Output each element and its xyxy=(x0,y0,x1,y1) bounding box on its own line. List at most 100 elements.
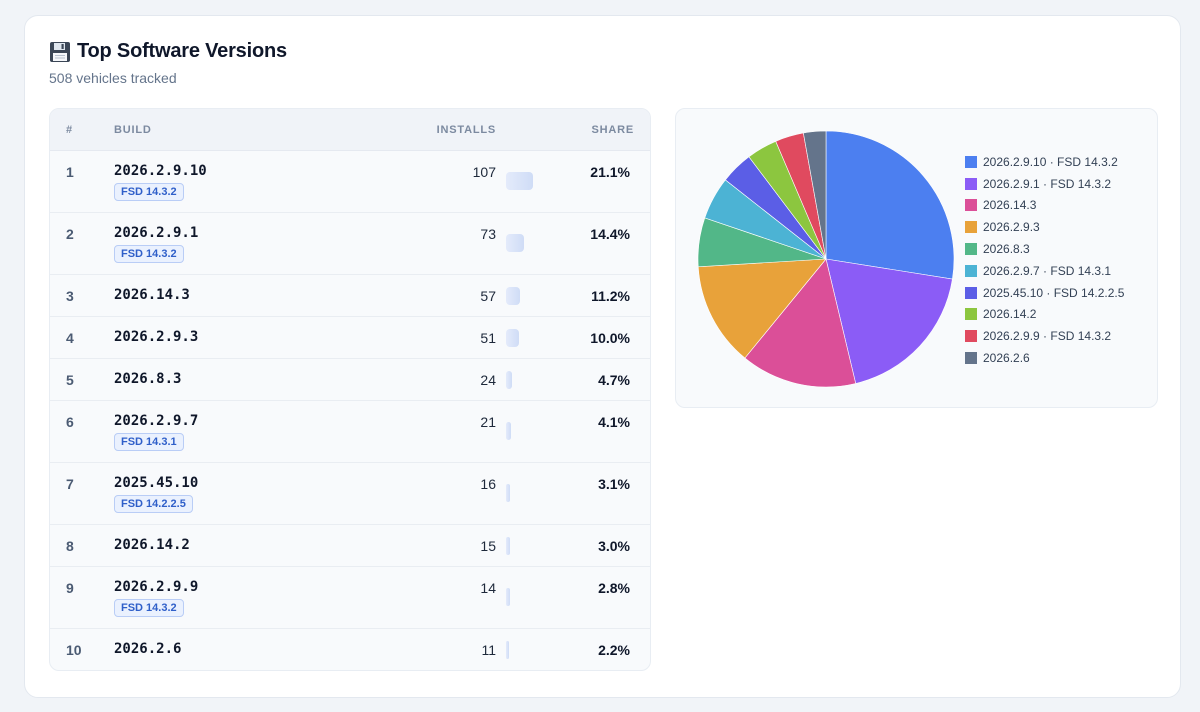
legend-item[interactable]: 2026.2.9.3 xyxy=(965,216,1124,238)
table-row[interactable]: 1 2026.2.9.10 FSD 14.3.2 107 21.1% xyxy=(50,151,650,213)
legend-label: 2026.14.2 xyxy=(983,307,1037,322)
column-header-share[interactable]: SHARE xyxy=(591,124,634,136)
fsd-version-badge: FSD 14.3.2 xyxy=(114,183,184,201)
share-bar xyxy=(506,287,521,305)
legend-swatch xyxy=(965,308,977,321)
pie-chart-svg xyxy=(697,130,955,388)
row-rank: 1 xyxy=(66,164,74,180)
row-rank: 3 xyxy=(66,288,74,304)
legend-label: 2026.2.6 xyxy=(983,351,1030,366)
share-bar xyxy=(506,234,525,252)
legend-item[interactable]: 2026.2.9.1 · FSD 14.3.2 xyxy=(965,173,1124,195)
row-installs: 24 xyxy=(480,372,496,388)
row-build: 2026.2.9.10 xyxy=(114,163,207,179)
fsd-version-badge: FSD 14.2.2.5 xyxy=(114,495,193,513)
legend-swatch xyxy=(965,199,977,212)
table-row[interactable]: 3 2026.14.3 57 11.2% xyxy=(50,275,650,317)
row-share: 3.1% xyxy=(598,476,630,492)
row-build: 2026.2.9.1 xyxy=(114,225,199,241)
share-pie-chart: 2026.2.9.10 · FSD 14.3.2 2026.2.9.1 · FSD… xyxy=(675,108,1158,408)
share-bar xyxy=(506,588,510,606)
row-rank: 5 xyxy=(66,372,74,388)
legend-swatch xyxy=(965,221,977,234)
row-share: 11.2% xyxy=(591,288,630,304)
table-row[interactable]: 10 2026.2.6 11 2.2% xyxy=(50,629,650,670)
legend-label: 2026.2.9.10 · FSD 14.3.2 xyxy=(983,154,1118,169)
share-bar xyxy=(506,329,519,347)
share-bar xyxy=(506,641,509,659)
versions-table: # BUILD INSTALLS SHARE 1 2026.2.9.10 FSD 1… xyxy=(49,108,651,671)
row-build: 2026.14.2 xyxy=(114,537,190,553)
legend-swatch xyxy=(965,155,977,168)
legend-item[interactable]: 2026.14.3 xyxy=(965,195,1124,217)
row-build: 2026.2.9.9 xyxy=(114,579,199,595)
legend-label: 2026.2.9.9 · FSD 14.3.2 xyxy=(983,329,1112,344)
pie-slice[interactable] xyxy=(825,130,955,280)
table-header: # BUILD INSTALLS SHARE xyxy=(50,109,650,151)
pie-slice[interactable] xyxy=(825,258,953,384)
row-share: 4.7% xyxy=(598,372,630,388)
legend-item[interactable]: 2026.2.9.10 · FSD 14.3.2 xyxy=(965,151,1124,173)
table-row[interactable]: 8 2026.14.2 15 3.0% xyxy=(50,525,650,567)
row-installs: 51 xyxy=(480,330,496,346)
legend-label: 2026.14.3 xyxy=(983,198,1037,213)
table-row[interactable]: 4 2026.2.9.3 51 10.0% xyxy=(50,317,650,359)
row-rank: 8 xyxy=(66,538,74,554)
legend-item[interactable]: 2026.2.9.7 · FSD 14.3.1 xyxy=(965,260,1124,282)
row-installs: 14 xyxy=(480,580,496,596)
row-installs: 57 xyxy=(480,288,496,304)
legend-swatch xyxy=(965,286,977,299)
legend-item[interactable]: 2026.2.9.9 · FSD 14.3.2 xyxy=(965,325,1124,347)
share-bar xyxy=(506,484,510,502)
row-share: 21.1% xyxy=(590,164,630,180)
table-row[interactable]: 6 2026.2.9.7 FSD 14.3.1 21 4.1% xyxy=(50,401,650,463)
legend-label: 2026.2.9.7 · FSD 14.3.1 xyxy=(983,263,1112,278)
legend-label: 2025.45.10 · FSD 14.2.2.5 xyxy=(983,285,1125,300)
share-bar xyxy=(506,172,533,190)
table-row[interactable]: 5 2026.8.3 24 4.7% xyxy=(50,359,650,401)
table-body: 1 2026.2.9.10 FSD 14.3.2 107 21.1% 2 2026.2.9.… xyxy=(50,151,650,670)
pie-slice[interactable] xyxy=(803,130,827,260)
table-row[interactable]: 2 2026.2.9.1 FSD 14.3.2 73 14.4% xyxy=(50,213,650,275)
row-rank: 6 xyxy=(66,414,74,430)
row-installs: 73 xyxy=(480,226,496,242)
fsd-version-badge: FSD 14.3.2 xyxy=(114,599,184,617)
legend-label: 2026.2.9.3 xyxy=(983,220,1040,235)
table-row[interactable]: 9 2026.2.9.9 FSD 14.3.2 14 2.8% xyxy=(50,567,650,629)
card-title-row: Top Software Versions xyxy=(49,40,287,63)
row-share: 2.2% xyxy=(598,642,630,658)
page-title: Top Software Versions xyxy=(77,40,287,62)
row-share: 10.0% xyxy=(590,330,630,346)
legend-swatch xyxy=(965,264,977,277)
row-rank: 7 xyxy=(66,476,74,492)
share-bar xyxy=(506,371,512,389)
column-header-rank[interactable]: # xyxy=(66,124,73,136)
share-bar xyxy=(506,422,512,440)
row-rank: 2 xyxy=(66,226,74,242)
legend-item[interactable]: 2026.2.6 xyxy=(965,347,1124,369)
pie-slice[interactable] xyxy=(744,258,857,388)
chart-legend: 2026.2.9.10 · FSD 14.3.2 2026.2.9.1 · FSD… xyxy=(965,151,1124,369)
fsd-version-badge: FSD 14.3.2 xyxy=(114,245,184,263)
row-build: 2026.8.3 xyxy=(114,371,182,387)
row-installs: 16 xyxy=(480,476,496,492)
row-rank: 4 xyxy=(66,330,74,346)
legend-item[interactable]: 2025.45.10 · FSD 14.2.2.5 xyxy=(965,282,1124,304)
legend-item[interactable]: 2026.8.3 xyxy=(965,238,1124,260)
row-build: 2026.2.9.7 xyxy=(114,413,199,429)
column-header-installs[interactable]: INSTALLS xyxy=(436,124,496,136)
row-share: 3.0% xyxy=(598,538,630,554)
legend-label: 2026.8.3 xyxy=(983,242,1030,257)
row-rank: 10 xyxy=(66,642,82,658)
vehicles-tracked-subtitle: 508 vehicles tracked xyxy=(49,70,177,86)
fsd-version-badge: FSD 14.3.1 xyxy=(114,433,184,451)
row-share: 2.8% xyxy=(598,580,630,596)
legend-item[interactable]: 2026.14.2 xyxy=(965,304,1124,326)
row-installs: 11 xyxy=(481,642,496,658)
row-installs: 107 xyxy=(472,164,496,180)
row-rank: 9 xyxy=(66,580,74,596)
column-header-build[interactable]: BUILD xyxy=(114,124,152,136)
pie-slice[interactable] xyxy=(697,258,827,359)
software-versions-card: Top Software Versions 508 vehicles track… xyxy=(24,15,1181,698)
table-row[interactable]: 7 2025.45.10 FSD 14.2.2.5 16 3.1% xyxy=(50,463,650,525)
